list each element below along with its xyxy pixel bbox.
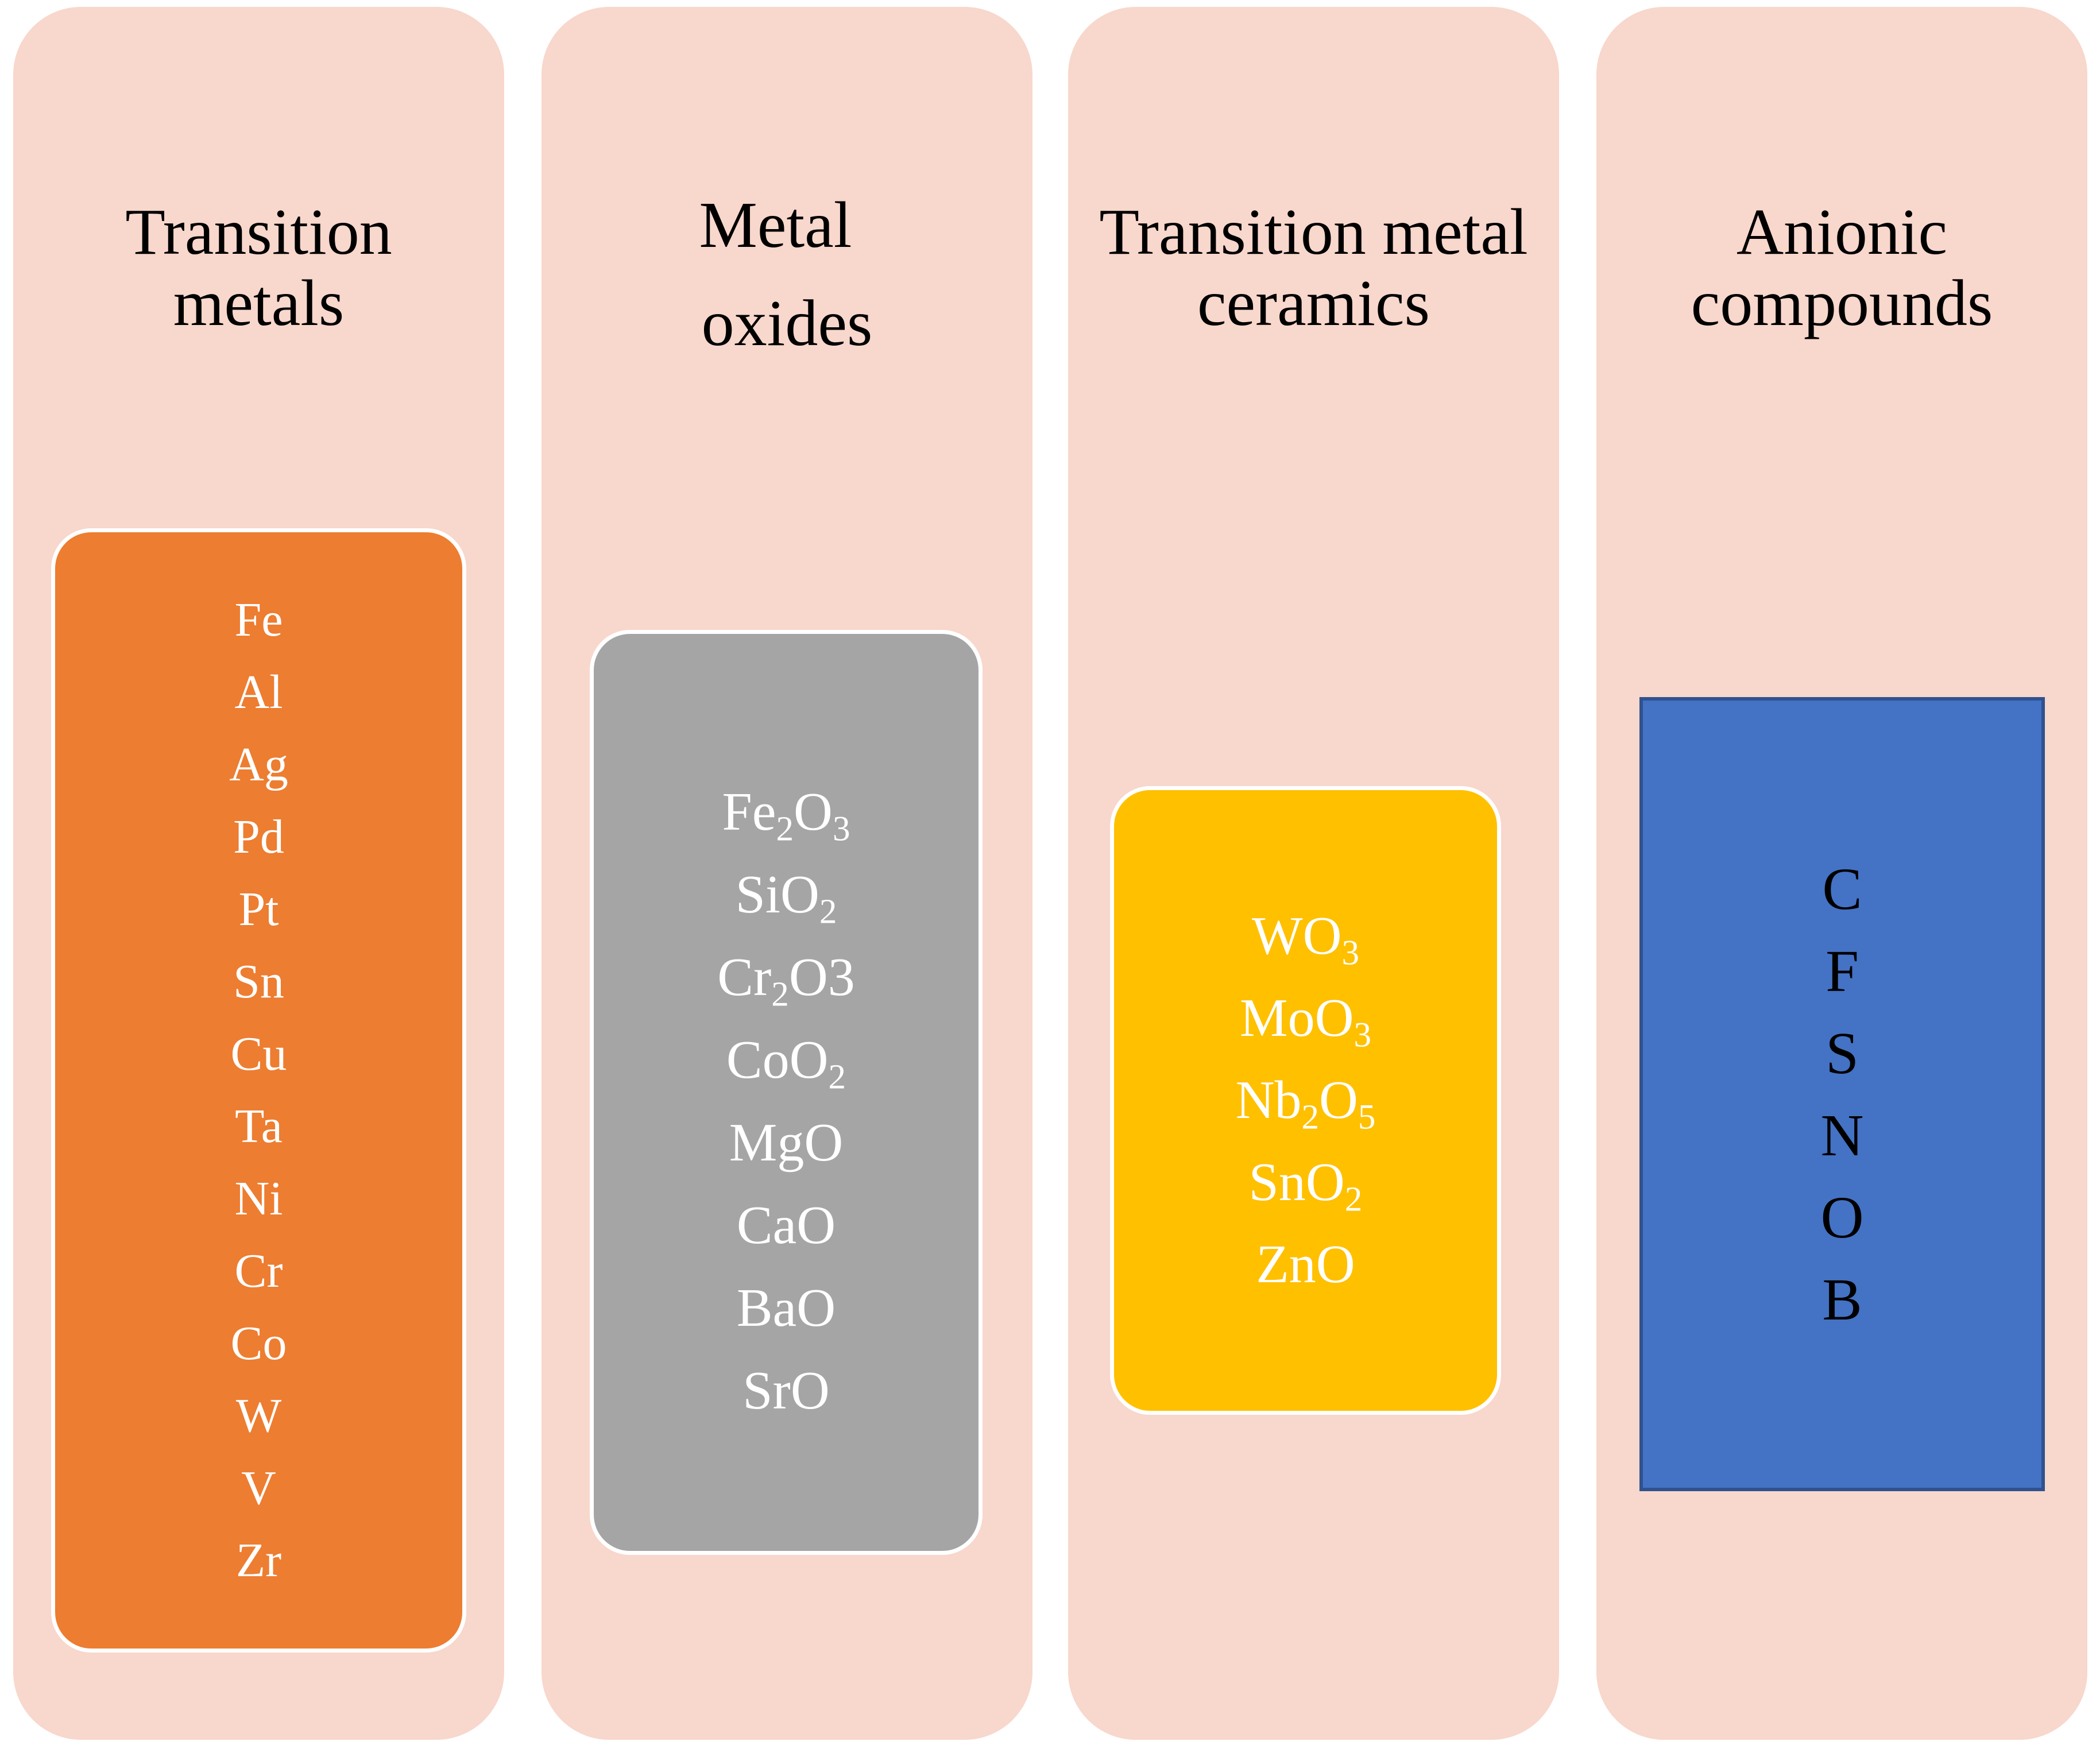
formula-text: Cr <box>234 1244 283 1298</box>
list-item: N <box>1820 1094 1863 1177</box>
list-item: F <box>1826 930 1859 1012</box>
formula-text: Cr <box>717 947 772 1007</box>
list-item: MgO <box>729 1101 843 1184</box>
title-line: metals <box>173 266 345 339</box>
list-item: Pd <box>233 801 284 873</box>
formula-text: O <box>1820 1184 1864 1251</box>
subscript: 2 <box>828 1057 846 1096</box>
list-item: Fe2O3 <box>722 771 850 853</box>
list-item: BaO <box>737 1267 836 1349</box>
list-item: Sn <box>233 946 284 1018</box>
list-item: Fe <box>235 584 283 656</box>
column-transition-metal-ceramics: Transition metal ceramics WO3 MoO3 Nb2O5 Sn… <box>1068 7 1559 1740</box>
formula-text: Pd <box>233 810 284 864</box>
formula-text: Fe <box>234 593 283 647</box>
list-item: C <box>1822 848 1862 930</box>
formula-text: F <box>1826 938 1859 1004</box>
column-title: Metal oxides <box>542 176 1032 372</box>
column-title: Transition metal ceramics <box>1068 196 1559 339</box>
formula-text: CaO <box>736 1195 836 1255</box>
formula-text: SnO <box>1248 1152 1345 1212</box>
title-line: Transition metal <box>1099 195 1528 268</box>
formula-text: Fe <box>722 781 776 842</box>
list-item: S <box>1826 1012 1859 1094</box>
title-line: oxides <box>701 287 873 359</box>
formula-text: MoO <box>1239 988 1354 1048</box>
subscript: 2 <box>771 974 789 1013</box>
formula-text: O <box>794 781 833 842</box>
formula-text: SiO <box>735 864 819 924</box>
list-item: SiO2 <box>736 853 837 936</box>
list-item: O <box>1820 1177 1863 1259</box>
title-line: compounds <box>1691 266 1993 339</box>
formula-text: Ta <box>235 1100 283 1153</box>
metal-oxides-box: Fe2O3 SiO2 Cr2O3 CoO2 MgO CaO BaO SrO <box>590 630 983 1555</box>
formula-text: B <box>1822 1266 1862 1333</box>
list-item: Co <box>230 1307 287 1380</box>
list-item: W <box>236 1380 281 1452</box>
formula-text: C <box>1822 856 1862 922</box>
subscript: 5 <box>1358 1098 1376 1137</box>
formula-text: Pt <box>238 883 279 936</box>
list-item: Ta <box>235 1090 283 1163</box>
subscript: 2 <box>819 892 837 931</box>
formula-text: V <box>241 1461 276 1515</box>
formula-text: WO <box>1251 906 1342 966</box>
formula-text: Sn <box>233 955 284 1008</box>
formula-text: CoO <box>726 1030 829 1090</box>
formula-text: O <box>1319 1070 1358 1130</box>
subscript: 3 <box>1341 934 1360 973</box>
formula-text: Al <box>234 665 283 719</box>
list-item: Cr <box>235 1235 283 1307</box>
list-item: Zr <box>236 1524 281 1597</box>
list-item: Ni <box>235 1163 283 1235</box>
formula-text: Zr <box>235 1534 282 1587</box>
formula-text: ZnO <box>1256 1235 1355 1294</box>
list-item: Pt <box>238 873 279 946</box>
transition-metal-ceramics-box: WO3 MoO3 Nb2O5 SnO2 ZnO <box>1110 786 1501 1415</box>
formula-text: O3 <box>788 947 855 1007</box>
formula-text: MgO <box>729 1112 844 1173</box>
title-line: Metal <box>699 188 852 261</box>
formula-text: N <box>1820 1102 1864 1168</box>
column-metal-oxides: Metal oxides Fe2O3 SiO2 Cr2O3 CoO2 MgO CaO BaO… <box>542 7 1032 1740</box>
formula-text: Ag <box>229 738 288 791</box>
list-item: SnO2 <box>1249 1142 1363 1224</box>
list-item: CaO <box>737 1184 836 1267</box>
transition-metals-box: Fe Al Ag Pd Pt Sn Cu Ta Ni Cr Co W V Zr <box>51 528 466 1653</box>
list-item: SrO <box>742 1349 829 1432</box>
column-title: Transition metals <box>13 196 504 339</box>
formula-text: SrO <box>742 1360 830 1421</box>
formula-text: BaO <box>736 1278 836 1338</box>
list-item: Ag <box>229 729 288 801</box>
formula-text: Co <box>230 1317 287 1370</box>
subscript: 3 <box>1353 1016 1371 1055</box>
title-line: Anionic <box>1736 195 1948 268</box>
column-title: Anionic compounds <box>1596 196 2087 339</box>
title-line: ceramics <box>1197 266 1430 339</box>
list-item: Cr2O3 <box>717 936 854 1019</box>
list-item: Cu <box>230 1018 287 1090</box>
list-item: MoO3 <box>1240 977 1371 1059</box>
formula-text: Ni <box>234 1172 283 1225</box>
formula-text: W <box>235 1389 282 1442</box>
formula-text: Nb <box>1235 1070 1302 1130</box>
title-line: Transition <box>125 195 392 268</box>
list-item: WO3 <box>1252 895 1359 977</box>
subscript: 2 <box>1344 1180 1363 1219</box>
subscript: 2 <box>1301 1098 1319 1137</box>
list-item: Nb2O5 <box>1236 1059 1376 1142</box>
subscript: 2 <box>776 809 794 848</box>
list-item: V <box>241 1452 276 1524</box>
formula-text: S <box>1826 1020 1859 1086</box>
column-transition-metals: Transition metals Fe Al Ag Pd Pt Sn Cu Ta Ni Cr Co… <box>13 7 504 1740</box>
list-item: ZnO <box>1256 1224 1355 1306</box>
list-item: B <box>1822 1259 1862 1341</box>
list-item: CoO2 <box>726 1019 846 1101</box>
formula-text: Cu <box>230 1027 287 1081</box>
list-item: Al <box>235 656 283 729</box>
subscript: 3 <box>832 809 850 848</box>
